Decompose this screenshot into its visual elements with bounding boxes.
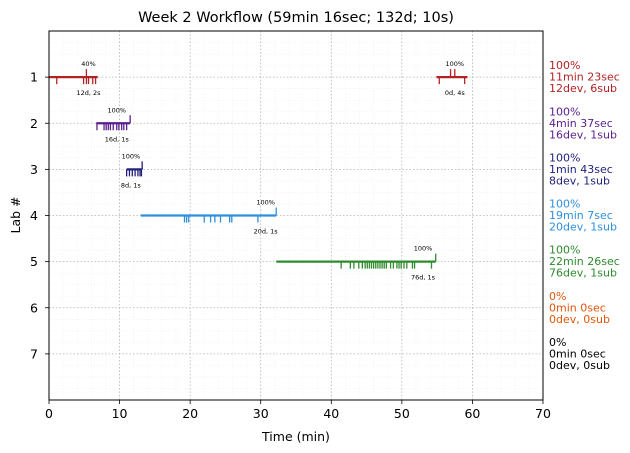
lab-3-series: 100% 8d, 1s	[121, 152, 143, 189]
lab-summary-line: 0dev, 0sub	[549, 359, 610, 372]
x-tick-label: 20	[182, 406, 198, 421]
lab-summary-line: 12dev, 6sub	[549, 82, 617, 95]
x-tick-label: 10	[112, 406, 128, 421]
lab-series: 40% 12d, 2s 100% 0d, 4s 100% 16d, 1s 100% 8d, 1…	[49, 60, 468, 282]
lab-summary-line: 0%	[549, 336, 566, 349]
lab-summary-line: 22min 26sec	[549, 255, 620, 268]
count-annotation: 12d, 2s	[76, 89, 101, 97]
lab-summary-line: 16dev, 1sub	[549, 128, 617, 141]
lab-summary-line: 100%	[549, 198, 580, 211]
y-tick-label: 1	[30, 70, 38, 85]
lab-summary-line: 0%	[549, 290, 566, 303]
lab-summary-line: 100%	[549, 244, 580, 257]
x-tick-label: 30	[253, 406, 269, 421]
x-tick-label: 0	[45, 406, 53, 421]
x-tick-label: 40	[323, 406, 339, 421]
count-annotation: 76d, 1s	[411, 274, 436, 282]
lab-summary-line: 11min 23sec	[549, 71, 620, 84]
y-tick-label: 5	[30, 254, 38, 269]
percent-annotation: 100%	[122, 152, 141, 160]
lab-summary-line: 19min 7sec	[549, 209, 613, 222]
lab-summary-line: 0min 0sec	[549, 347, 606, 360]
x-tick-label: 60	[464, 406, 480, 421]
lab-2-series: 100% 16d, 1s	[96, 106, 131, 143]
y-tick-label: 2	[30, 116, 38, 131]
lab-summary-line: 8dev, 1sub	[549, 174, 610, 187]
y-axis-label: Lab #	[8, 196, 23, 233]
lab-summary-line: 100%	[549, 151, 580, 164]
lab-summary-line: 0min 0sec	[549, 301, 606, 314]
count-annotation: 16d, 1s	[105, 135, 130, 143]
lab-summary-line: 4min 37sec	[549, 117, 613, 130]
count-annotation: 20d, 1s	[254, 228, 279, 236]
count-annotation: 8d, 1s	[121, 181, 142, 189]
lab-5-series: 100% 76d, 1s	[276, 245, 437, 282]
x-axis: 0 10 20 30 40 50 60 70	[45, 400, 551, 421]
percent-annotation: 100%	[256, 199, 275, 207]
lab-summary-line: 100%	[549, 105, 580, 118]
lab-summary-line: 76dev, 1sub	[549, 267, 617, 280]
lab-summary-line: 1min 43sec	[549, 163, 613, 176]
count-annotation: 0d, 4s	[445, 89, 466, 97]
lab-4-series: 100% 20d, 1s	[140, 199, 279, 236]
lab-summary-line: 0dev, 0sub	[549, 313, 610, 326]
lab-summary-line: 100%	[549, 59, 580, 72]
lab-summary-line: 20dev, 1sub	[549, 221, 617, 234]
percent-annotation: 40%	[81, 60, 95, 68]
y-tick-label: 3	[30, 162, 38, 177]
x-axis-label: Time (min)	[261, 429, 330, 444]
y-tick-label: 7	[30, 346, 38, 361]
y-tick-label: 4	[30, 208, 38, 223]
percent-annotation: 100%	[414, 245, 433, 253]
x-tick-label: 70	[535, 406, 551, 421]
chart-title: Week 2 Workflow (59min 16sec; 132d; 10s)	[138, 10, 454, 26]
lab-1-series: 40% 12d, 2s 100% 0d, 4s	[49, 60, 468, 97]
plot-frame	[48, 30, 544, 401]
percent-annotation: 100%	[445, 60, 464, 68]
y-tick-label: 6	[30, 300, 38, 315]
y-axis: 1 2 3 4 5 6 7	[30, 70, 49, 361]
percent-annotation: 100%	[107, 106, 126, 114]
x-tick-label: 50	[394, 406, 410, 421]
